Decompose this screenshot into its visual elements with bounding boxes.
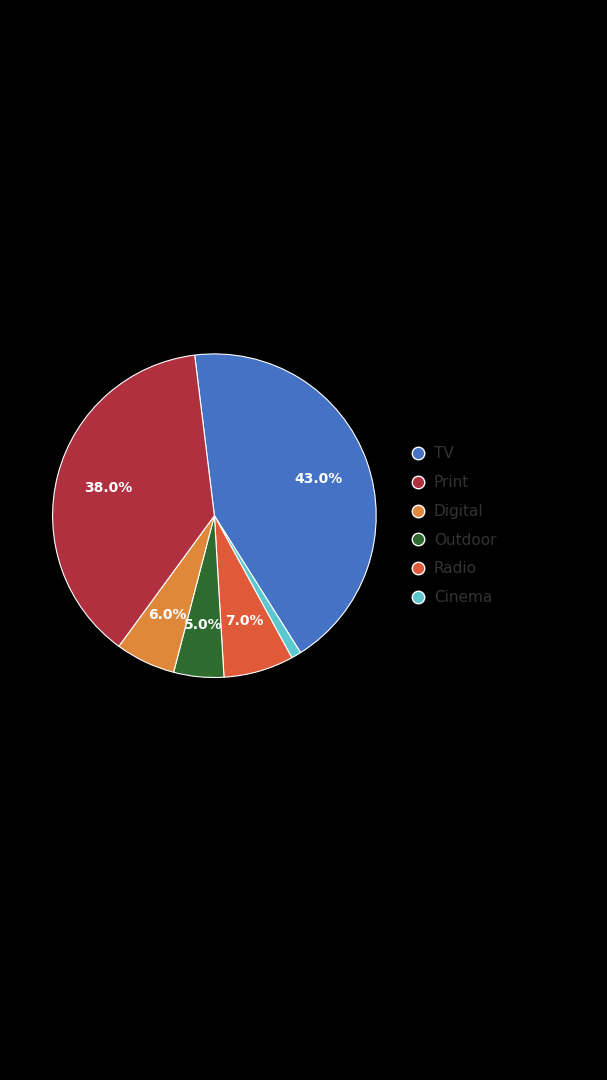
Text: 7.0%: 7.0% xyxy=(225,615,264,629)
Text: 43.0%: 43.0% xyxy=(294,472,342,486)
Text: 6.0%: 6.0% xyxy=(148,608,186,622)
Wedge shape xyxy=(195,354,376,652)
Text: Ad Spending by Media Type in 2012 in India: Ad Spending by Media Type in 2012 in Ind… xyxy=(0,332,478,351)
Wedge shape xyxy=(53,355,214,646)
Wedge shape xyxy=(214,516,300,658)
Wedge shape xyxy=(214,516,292,677)
Text: 5.0%: 5.0% xyxy=(185,618,223,632)
Wedge shape xyxy=(174,516,224,677)
Legend: TV, Print, Digital, Outdoor, Radio, Cinema: TV, Print, Digital, Outdoor, Radio, Cine… xyxy=(407,438,504,612)
Wedge shape xyxy=(119,516,214,672)
Text: 38.0%: 38.0% xyxy=(84,481,132,495)
